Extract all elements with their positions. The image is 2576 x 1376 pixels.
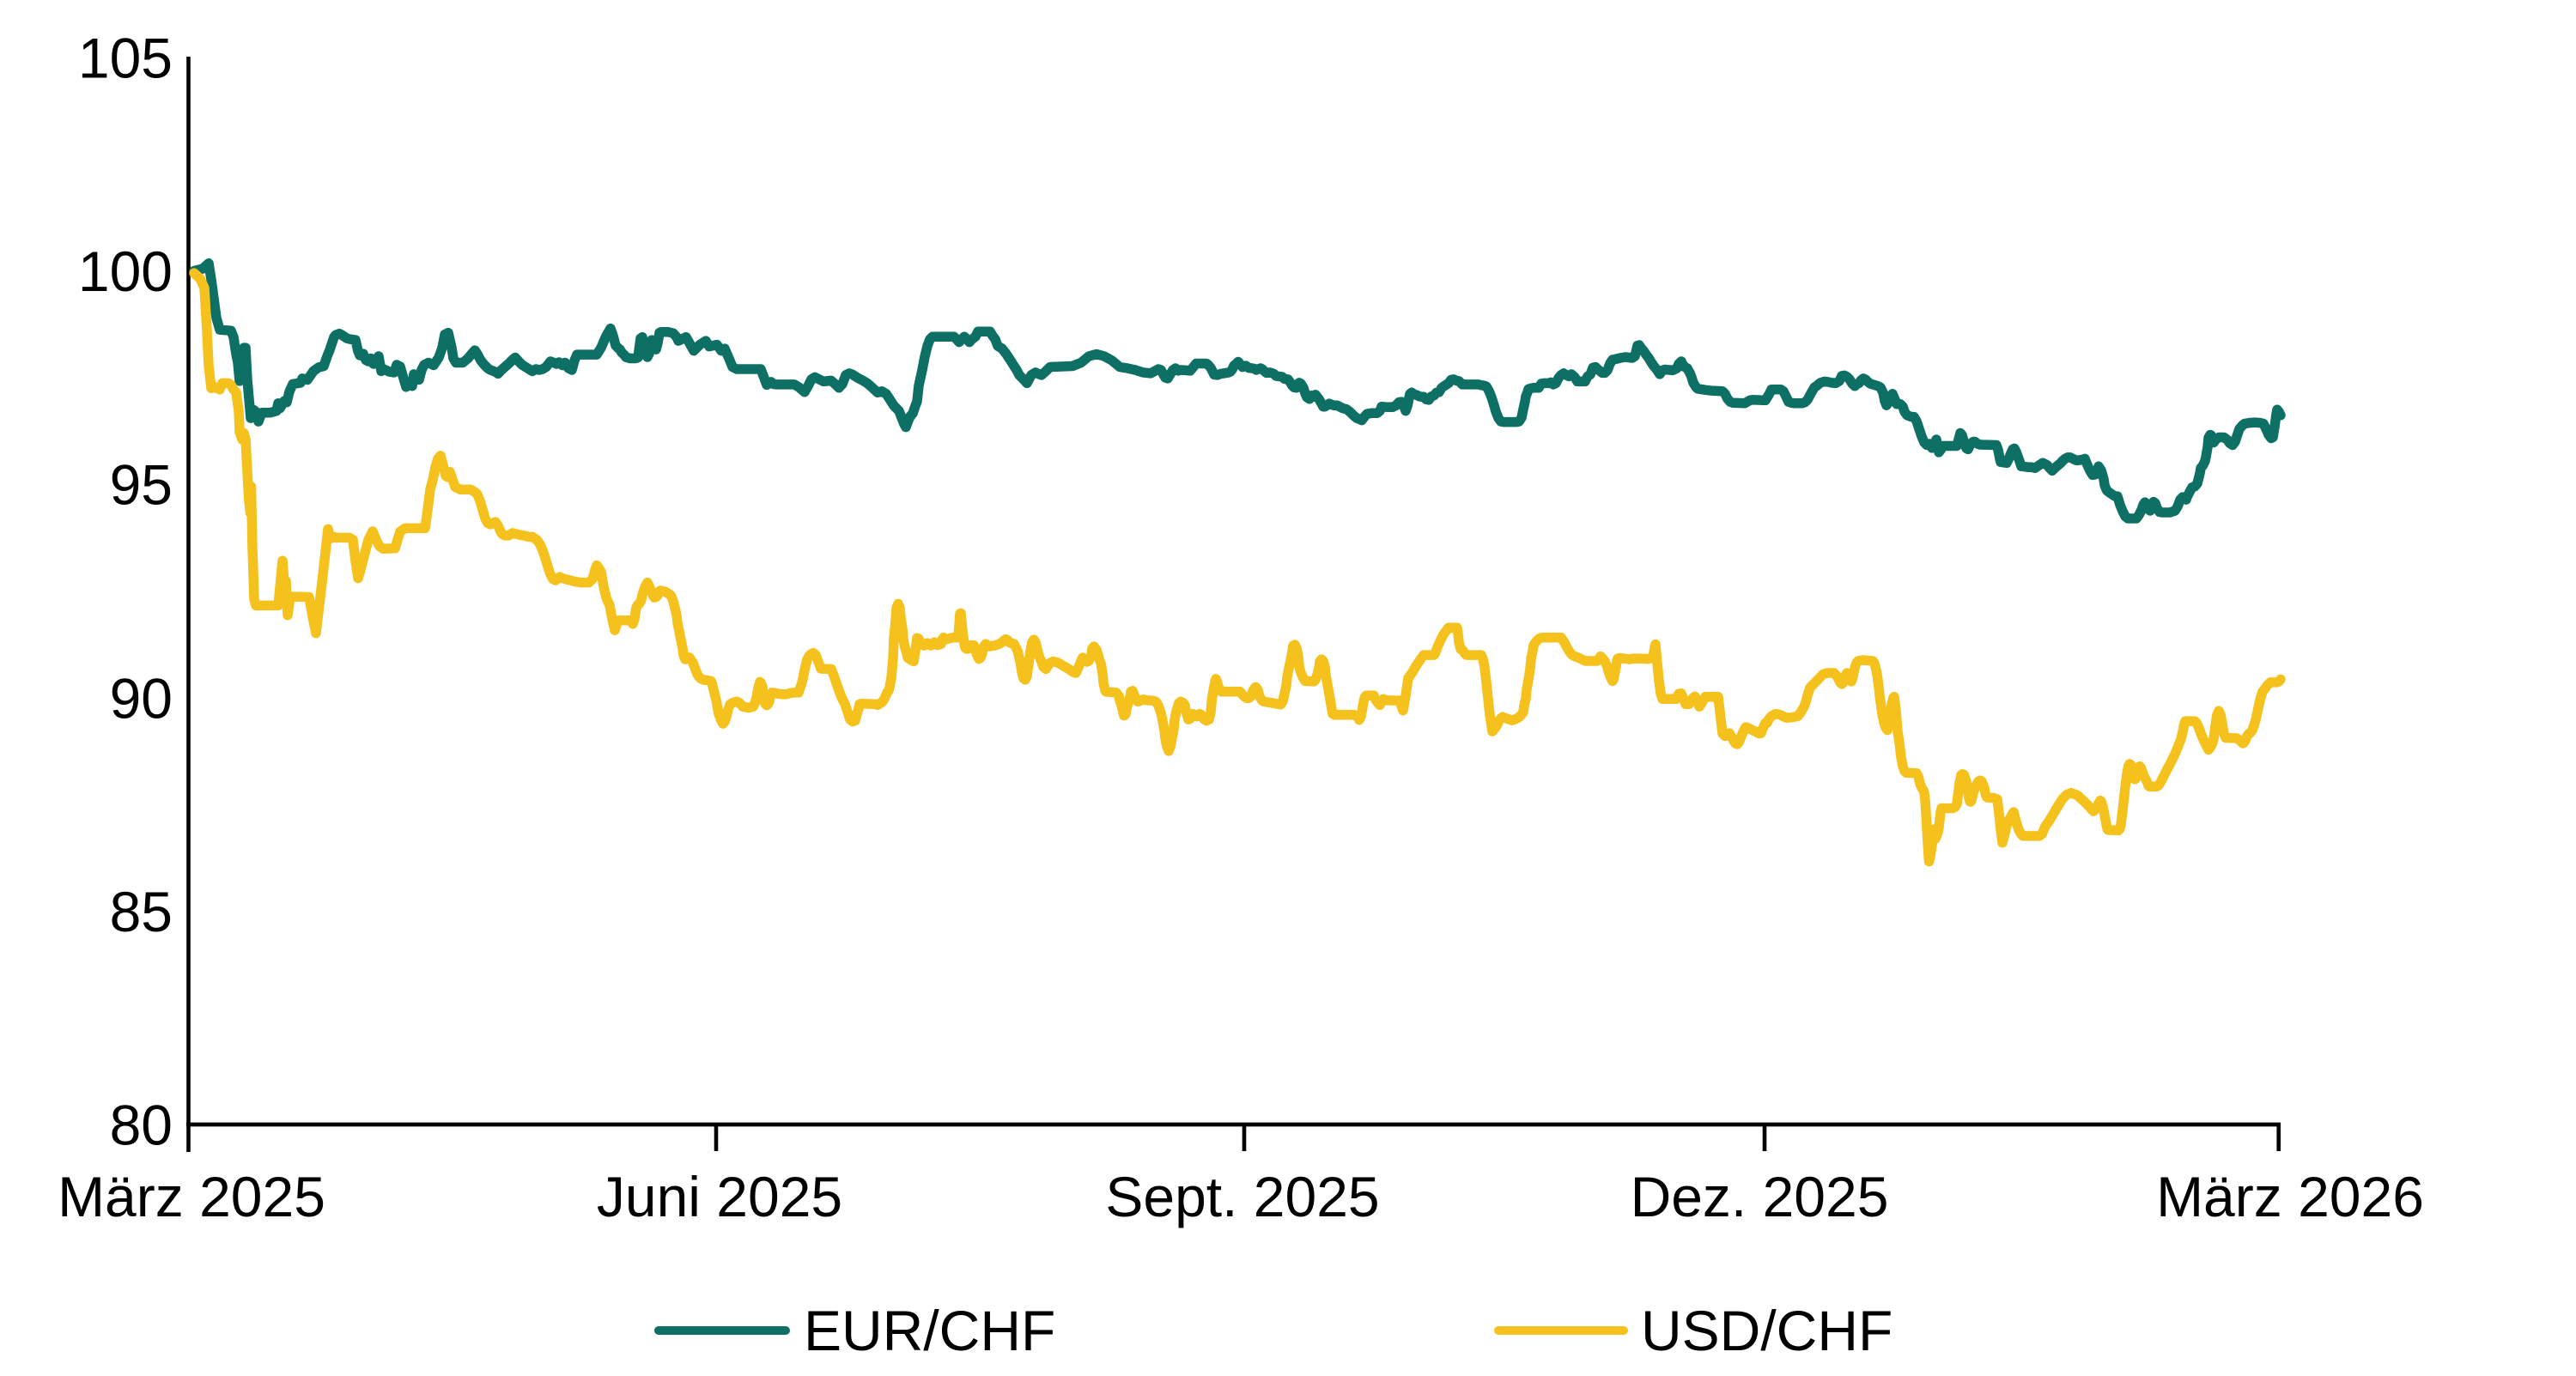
- svg-text:80: 80: [110, 1094, 173, 1157]
- svg-text:90: 90: [110, 666, 173, 730]
- svg-text:Sept. 2025: Sept. 2025: [1105, 1165, 1379, 1228]
- svg-text:EUR/CHF: EUR/CHF: [804, 1299, 1055, 1362]
- svg-text:95: 95: [110, 453, 173, 517]
- svg-text:USD/CHF: USD/CHF: [1641, 1299, 1893, 1362]
- svg-text:März 2025: März 2025: [58, 1165, 325, 1228]
- svg-text:85: 85: [110, 880, 173, 943]
- svg-text:Dez. 2025: Dez. 2025: [1631, 1165, 1889, 1228]
- svg-text:Juni 2025: Juni 2025: [597, 1165, 842, 1228]
- svg-text:März 2026: März 2026: [2156, 1165, 2424, 1228]
- svg-text:100: 100: [78, 239, 173, 303]
- svg-text:105: 105: [78, 27, 173, 90]
